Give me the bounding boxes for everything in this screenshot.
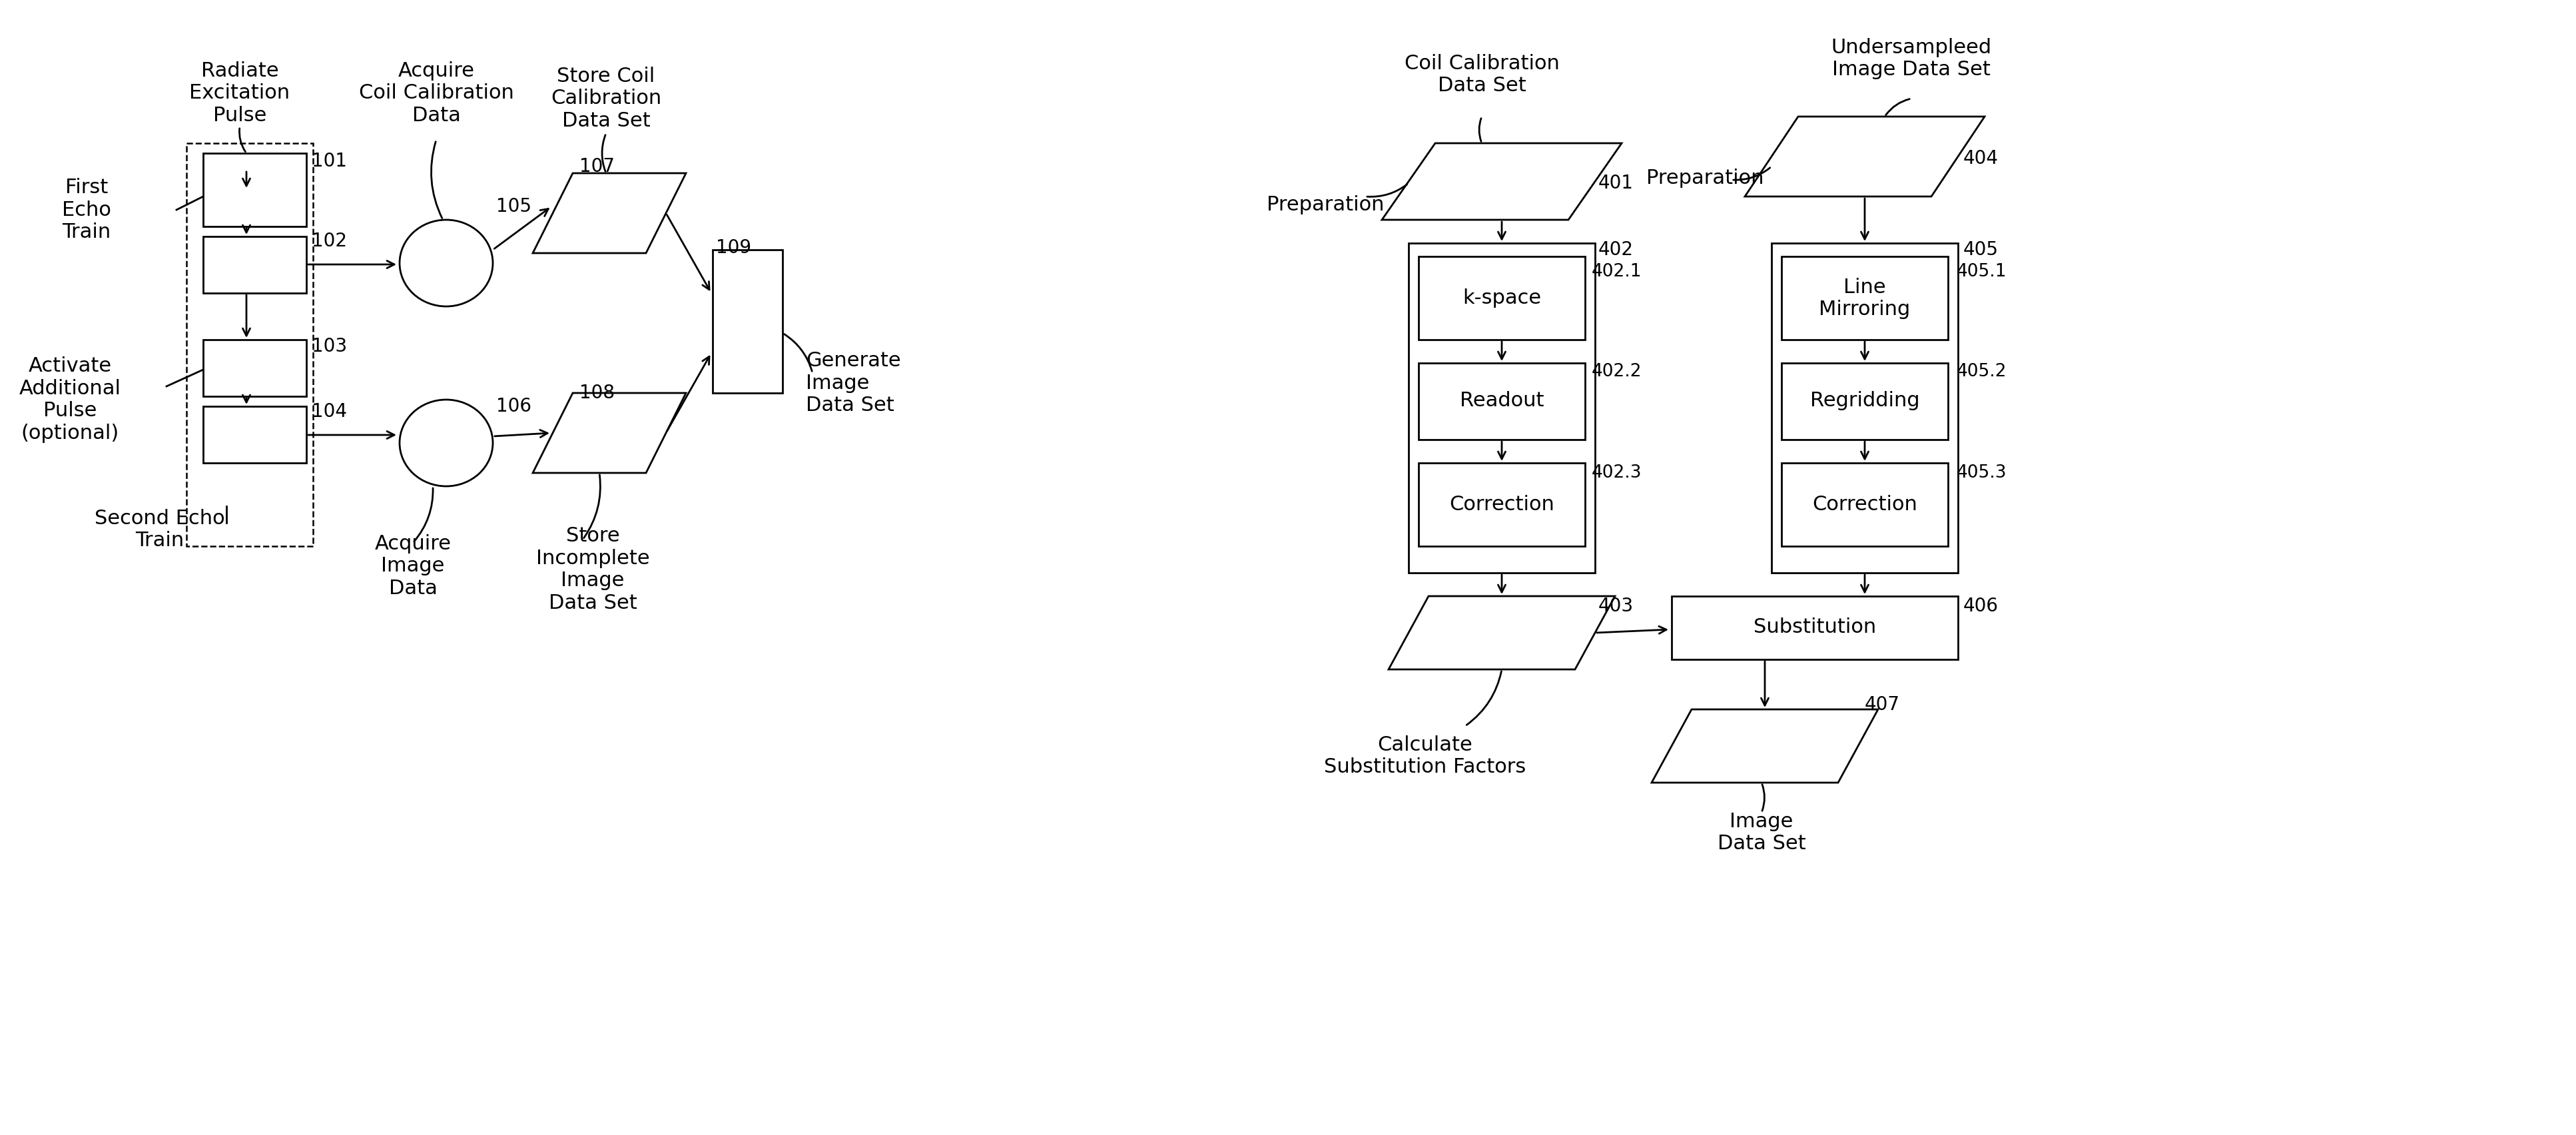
Text: 406: 406 [1963, 597, 1999, 615]
Text: 107: 107 [580, 157, 616, 176]
Text: Radiate
Excitation
Pulse: Radiate Excitation Pulse [191, 61, 291, 125]
Text: 402.1: 402.1 [1592, 263, 1641, 280]
Text: 402: 402 [1597, 241, 1633, 259]
Text: Calculate
Substitution Factors: Calculate Substitution Factors [1324, 735, 1525, 776]
Text: Line
Mirroring: Line Mirroring [1819, 278, 1911, 319]
Polygon shape [1651, 709, 1878, 783]
Bar [1783, 257, 1947, 339]
Bar [204, 339, 307, 396]
Bar [1783, 363, 1947, 439]
Text: 404: 404 [1963, 149, 1999, 168]
Bar [204, 153, 307, 227]
Bar [204, 406, 307, 463]
Text: Preparation: Preparation [1267, 195, 1383, 215]
Text: 102: 102 [312, 232, 348, 251]
Bar [1409, 243, 1595, 573]
Text: Store Coil
Calibration
Data Set: Store Coil Calibration Data Set [551, 67, 662, 131]
Polygon shape [1744, 117, 1984, 196]
Text: Regridding: Regridding [1811, 392, 1919, 411]
Text: 106: 106 [497, 397, 531, 415]
Ellipse shape [399, 400, 492, 486]
Text: 405: 405 [1963, 241, 1999, 259]
Bar [714, 250, 783, 393]
Polygon shape [533, 393, 685, 473]
Bar [1672, 596, 1958, 659]
Text: Preparation: Preparation [1646, 169, 1765, 188]
Bar [1772, 243, 1958, 573]
Text: 101: 101 [312, 152, 348, 170]
Polygon shape [1388, 596, 1615, 670]
Text: Image
Data Set: Image Data Set [1718, 812, 1806, 854]
Ellipse shape [399, 220, 492, 306]
Text: 103: 103 [312, 337, 348, 355]
Text: 407: 407 [1865, 696, 1901, 714]
Bar [1419, 257, 1584, 339]
Text: Substitution: Substitution [1754, 617, 1875, 637]
Text: 402.3: 402.3 [1592, 464, 1641, 481]
Text: Acquire
Coil Calibration
Data: Acquire Coil Calibration Data [358, 61, 513, 125]
Text: Activate
Additional
Pulse
(optional): Activate Additional Pulse (optional) [18, 356, 121, 443]
Text: Store
Incomplete
Image
Data Set: Store Incomplete Image Data Set [536, 527, 649, 613]
Polygon shape [1381, 143, 1623, 220]
Text: 405.3: 405.3 [1958, 464, 2007, 481]
Text: Undersampleed
Image Data Set: Undersampleed Image Data Set [1832, 37, 1991, 79]
Text: 403: 403 [1597, 597, 1633, 615]
Text: k-space: k-space [1463, 288, 1540, 308]
Text: Second Echo
Train: Second Echo Train [95, 508, 224, 550]
Text: First
Echo
Train: First Echo Train [62, 178, 111, 242]
Bar [1419, 363, 1584, 439]
Text: 405.2: 405.2 [1958, 363, 2007, 380]
Text: Readout: Readout [1461, 392, 1543, 411]
Text: 401: 401 [1597, 174, 1633, 193]
Text: 109: 109 [716, 238, 752, 258]
Bar [204, 236, 307, 293]
Text: Correction: Correction [1811, 495, 1917, 514]
Text: Acquire
Image
Data: Acquire Image Data [374, 535, 451, 598]
Text: Generate
Image
Data Set: Generate Image Data Set [806, 351, 902, 415]
Bar [1783, 463, 1947, 546]
Text: Correction: Correction [1450, 495, 1553, 514]
Text: Coil Calibration
Data Set: Coil Calibration Data Set [1404, 53, 1558, 95]
Bar [1419, 463, 1584, 546]
Text: 105: 105 [497, 197, 531, 216]
Text: 108: 108 [580, 384, 616, 402]
Polygon shape [533, 174, 685, 253]
Text: 402.2: 402.2 [1592, 363, 1641, 380]
Bar [185, 143, 314, 546]
Text: 104: 104 [312, 402, 348, 421]
Text: 405.1: 405.1 [1958, 263, 2007, 280]
